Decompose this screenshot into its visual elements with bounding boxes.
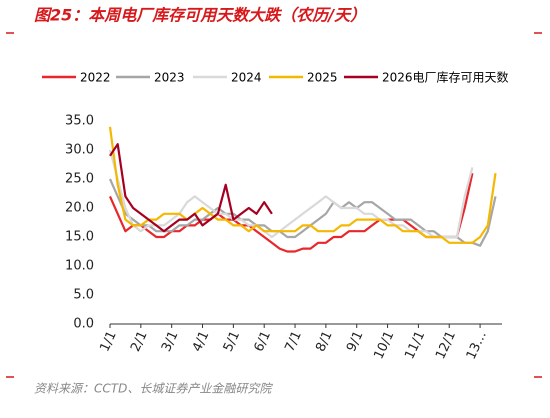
- legend-label: 2025: [307, 71, 338, 85]
- y-tick-label: 35.0: [65, 114, 94, 129]
- chart-title: 图25：本周电厂库存可用天数大跌（农历/天）: [34, 6, 366, 25]
- x-tick-label: 8/1: [313, 329, 335, 354]
- y-tick-label: 10.0: [65, 259, 94, 274]
- y-tick-label: 15.0: [65, 230, 94, 245]
- x-tick-label: 6/1: [252, 329, 274, 354]
- series-line: [108, 178, 497, 247]
- x-tick-label: 11/1: [402, 329, 428, 362]
- x-tick-label: 10/1: [371, 329, 397, 362]
- x-tick-label: 4/1: [190, 329, 212, 354]
- legend-label: 2023: [154, 71, 185, 85]
- series-line: [109, 143, 273, 233]
- source: 资料来源：CCTD、长城证券产业金融研究院: [34, 382, 273, 396]
- x-tick-label: 2/1: [128, 329, 150, 354]
- y-tick-label: 25.0: [65, 172, 94, 187]
- y-tick-label: 30.0: [65, 143, 94, 158]
- y-tick-label: 5.0: [73, 288, 94, 303]
- y-tick-label: 0.0: [73, 317, 94, 332]
- legend-label: 2026电厂库存可用天数: [382, 70, 509, 85]
- x-tick-label: 3/1: [159, 329, 181, 354]
- x-tick-label: 5/1: [221, 329, 243, 354]
- x-tick-label: 7/1: [282, 329, 304, 354]
- x-tick-label: 1/1: [97, 329, 119, 354]
- series-line: [108, 126, 497, 244]
- legend-label: 2024: [231, 71, 262, 85]
- legend-label: 2022: [80, 71, 111, 85]
- y-tick-label: 20.0: [65, 201, 94, 216]
- x-tick-label: 13…: [464, 329, 490, 362]
- series-line: [108, 172, 474, 253]
- x-tick-label: 12/1: [433, 329, 459, 362]
- x-tick-label: 9/1: [344, 329, 366, 354]
